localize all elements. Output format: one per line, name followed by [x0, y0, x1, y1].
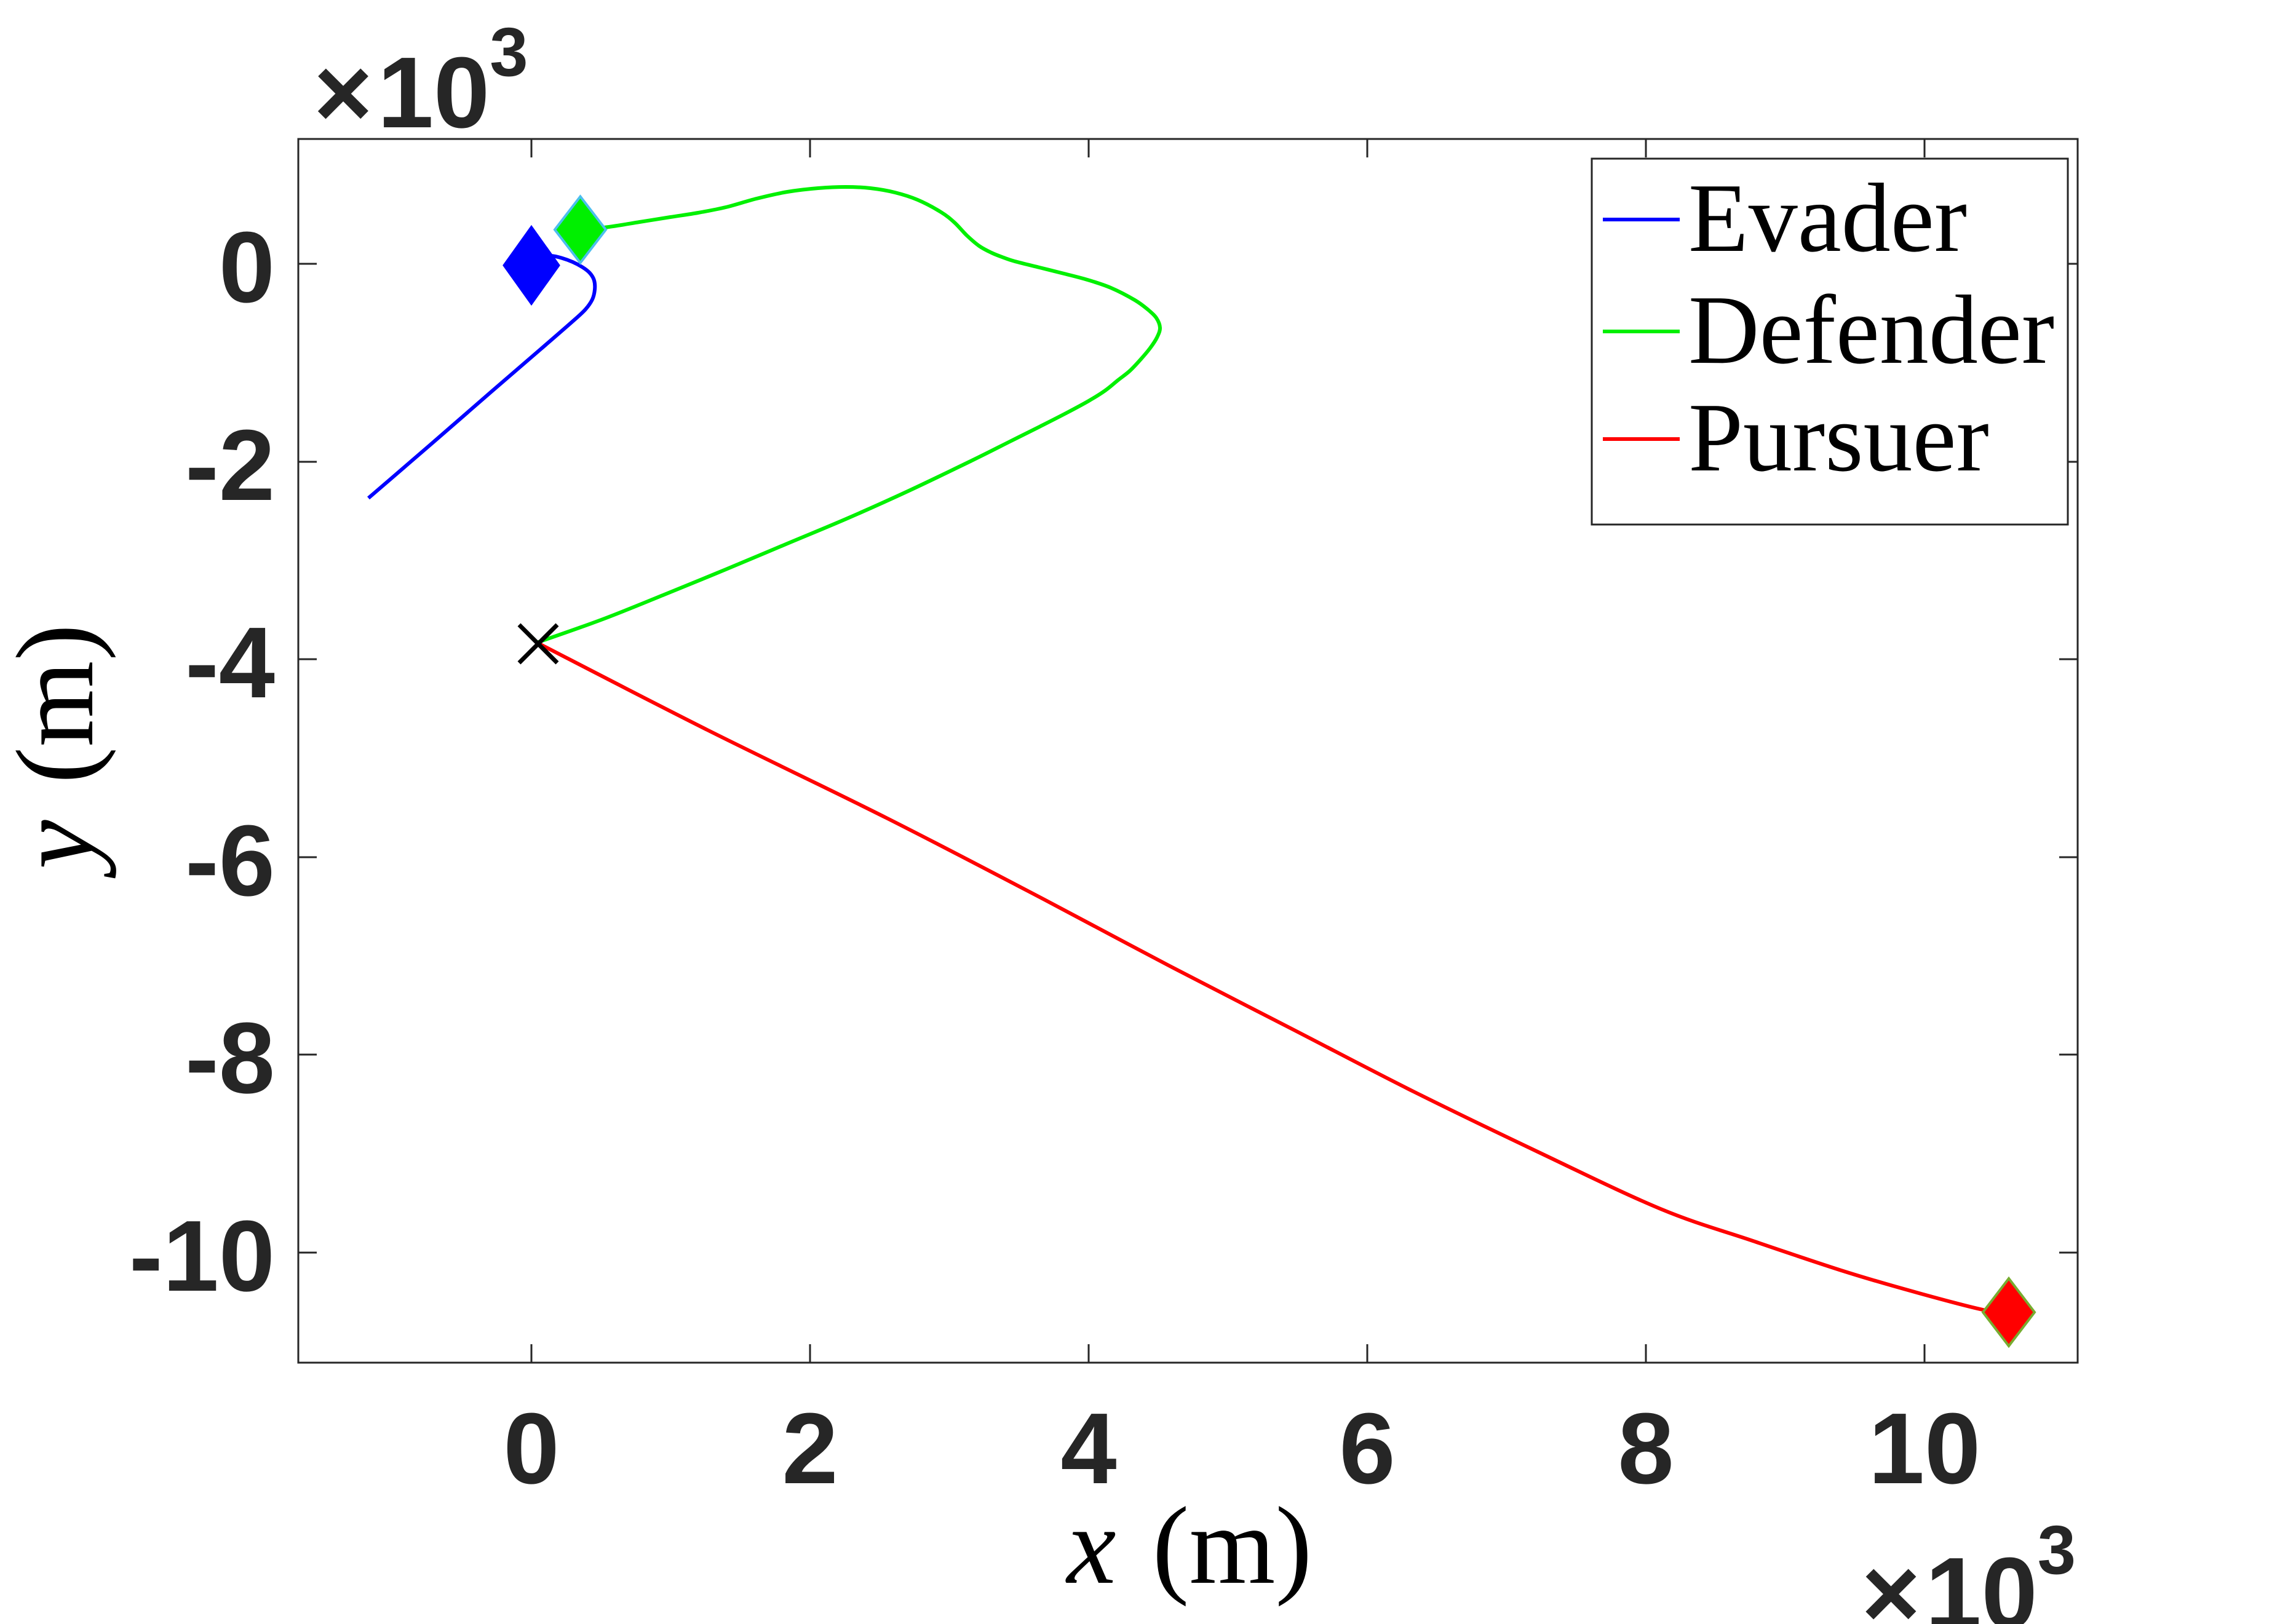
svg-text:-6: -6 [185, 804, 275, 917]
svg-text:8: 8 [1618, 1392, 1674, 1505]
svg-text:y (m): y (m) [0, 624, 116, 879]
svg-text:0: 0 [503, 1392, 559, 1505]
svg-text:Evader: Evader [1688, 163, 1967, 272]
svg-text:-8: -8 [185, 1002, 275, 1114]
svg-text:0: 0 [219, 211, 275, 323]
svg-text:×103: ×103 [314, 14, 528, 149]
svg-text:6: 6 [1339, 1392, 1395, 1505]
svg-text:4: 4 [1060, 1392, 1116, 1505]
svg-text:Pursuer: Pursuer [1688, 382, 1989, 492]
svg-text:-2: -2 [185, 409, 275, 521]
svg-text:x (m): x (m) [1065, 1484, 1313, 1607]
svg-text:-4: -4 [185, 606, 275, 719]
svg-text:Defender: Defender [1688, 275, 2054, 384]
svg-text:2: 2 [782, 1392, 838, 1505]
svg-text:10: 10 [1869, 1392, 1980, 1505]
svg-text:×103: ×103 [1862, 1511, 2076, 1624]
svg-text:-10: -10 [129, 1200, 275, 1312]
